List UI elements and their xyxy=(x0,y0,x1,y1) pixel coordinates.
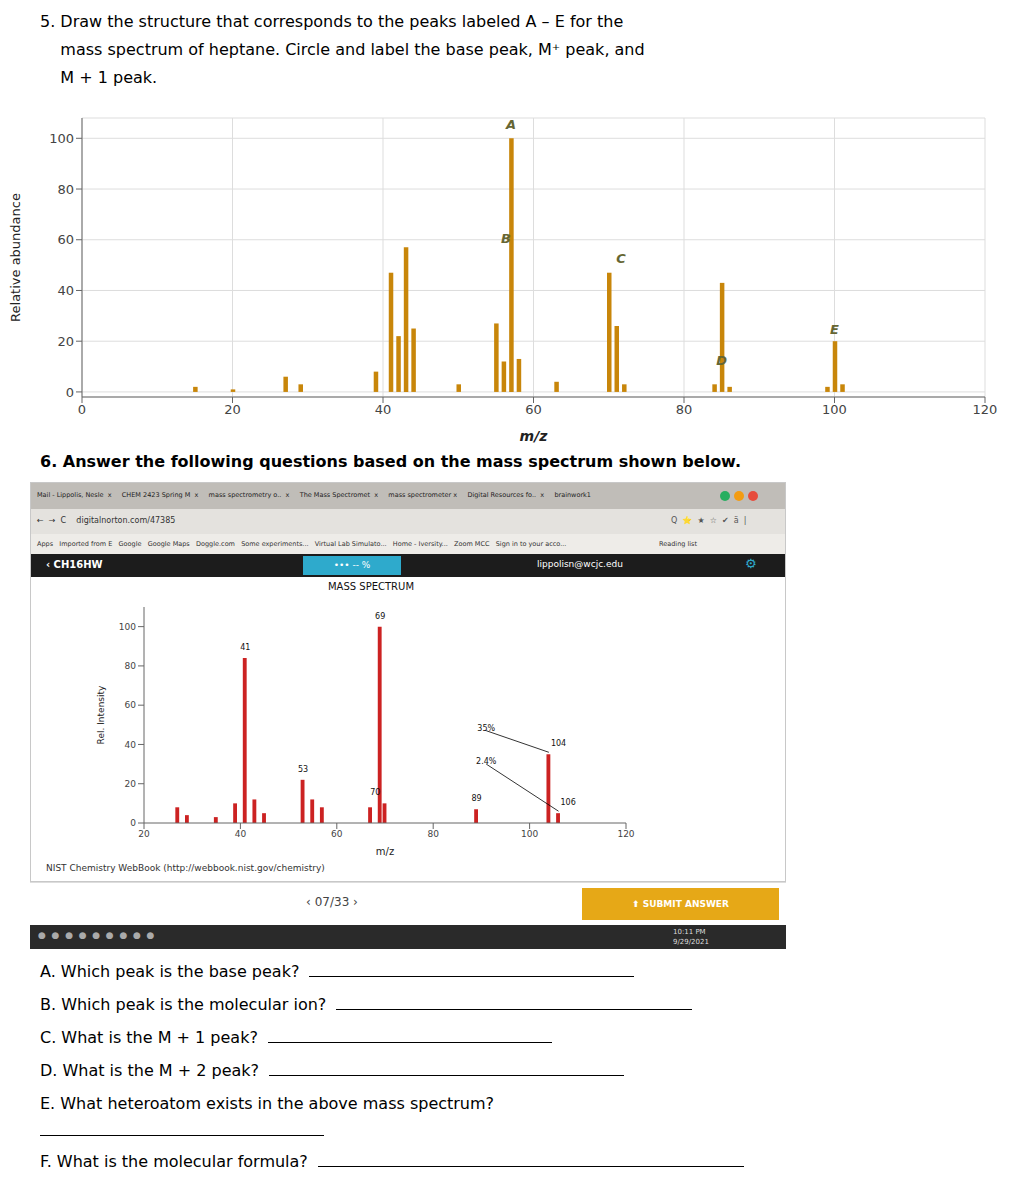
svg-text:60: 60 xyxy=(57,232,74,247)
svg-text:m/z: m/z xyxy=(520,428,549,444)
svg-text:41: 41 xyxy=(240,643,250,652)
svg-text:80: 80 xyxy=(57,182,74,197)
svg-text:104: 104 xyxy=(551,739,566,748)
svg-text:m/z: m/z xyxy=(376,846,394,857)
svg-text:Rel. Intensity: Rel. Intensity xyxy=(96,685,106,744)
html-text:Q ⭐ ★ ☆ ✔ ä |: Q ⭐ ★ ☆ ✔ ä | xyxy=(671,516,747,525)
svg-text:60: 60 xyxy=(525,402,542,417)
html-text:6. Answer the following questi: 6. Answer the following questions based … xyxy=(40,452,741,471)
html-text:E. What heteroatom exists in t: E. What heteroatom exists in the above m… xyxy=(40,1094,495,1113)
svg-text:80: 80 xyxy=(676,402,693,417)
svg-text:40: 40 xyxy=(375,402,392,417)
html-text:MASS SPECTRUM: MASS SPECTRUM xyxy=(328,581,414,592)
svg-text:80: 80 xyxy=(427,829,439,839)
svg-text:100: 100 xyxy=(521,829,538,839)
html-text:Mail - Lippolis, Nesle x CHEM: Mail - Lippolis, Nesle x CHEM 2423 Sprin… xyxy=(37,491,591,499)
svg-text:0: 0 xyxy=(66,385,74,400)
html-text:F. What is the molecular formu: F. What is the molecular formula? xyxy=(40,1152,308,1171)
svg-text:70: 70 xyxy=(370,788,380,797)
svg-text:Relative abundance: Relative abundance xyxy=(8,193,23,322)
svg-text:A: A xyxy=(505,117,516,132)
svg-text:100: 100 xyxy=(822,402,847,417)
svg-text:20: 20 xyxy=(138,829,150,839)
svg-text:60: 60 xyxy=(331,829,343,839)
html-text:10:11 PM: 10:11 PM xyxy=(673,928,706,936)
html-text:mass spectrum of heptane. Circ: mass spectrum of heptane. Circle and lab… xyxy=(40,40,645,59)
html-text:M + 1 peak.: M + 1 peak. xyxy=(40,68,158,87)
svg-text:20: 20 xyxy=(125,779,137,789)
html-text:← → C digitalnorton.com/47385: ← → C digitalnorton.com/47385 xyxy=(37,516,176,525)
svg-text:60: 60 xyxy=(125,700,137,710)
html-text:‹ 07/33 ›: ‹ 07/33 › xyxy=(306,895,358,909)
svg-text:C: C xyxy=(616,251,626,266)
svg-text:E: E xyxy=(830,322,839,337)
svg-text:D: D xyxy=(716,353,727,368)
html-text:C. What is the M + 1 peak?: C. What is the M + 1 peak? xyxy=(40,1028,258,1047)
svg-text:100: 100 xyxy=(49,131,74,146)
html-text:A. Which peak is the base peak: A. Which peak is the base peak? xyxy=(40,962,300,981)
html-text:D. What is the M + 2 peak?: D. What is the M + 2 peak? xyxy=(40,1061,259,1080)
html-text:Reading list: Reading list xyxy=(659,540,697,548)
svg-text:120: 120 xyxy=(973,402,998,417)
html-text:B. Which peak is the molecular: B. Which peak is the molecular ion? xyxy=(40,995,327,1014)
html-text:Apps Imported from E Google Go: Apps Imported from E Google Google Maps … xyxy=(37,540,567,548)
svg-text:0: 0 xyxy=(130,818,136,828)
html-text:‹ CH16HW: ‹ CH16HW xyxy=(46,559,103,570)
svg-text:0: 0 xyxy=(78,402,86,417)
svg-text:40: 40 xyxy=(125,740,137,750)
svg-text:106: 106 xyxy=(561,798,576,807)
svg-text:B: B xyxy=(501,231,511,246)
html-text:NIST Chemistry WebBook (http:/: NIST Chemistry WebBook (http://webbook.n… xyxy=(46,863,325,873)
html-text:lippolisn@wcjc.edu: lippolisn@wcjc.edu xyxy=(537,559,623,569)
svg-text:2.4%: 2.4% xyxy=(476,757,497,766)
html-text:5. Draw the structure that cor: 5. Draw the structure that corresponds t… xyxy=(40,12,624,31)
svg-text:20: 20 xyxy=(57,334,74,349)
svg-text:89: 89 xyxy=(471,794,481,803)
svg-text:40: 40 xyxy=(57,283,74,298)
html-text:9/29/2021: 9/29/2021 xyxy=(673,938,709,946)
svg-text:35%: 35% xyxy=(477,724,495,733)
svg-text:53: 53 xyxy=(298,765,308,774)
svg-text:40: 40 xyxy=(235,829,247,839)
svg-text:69: 69 xyxy=(375,612,385,621)
svg-text:80: 80 xyxy=(125,661,137,671)
svg-text:100: 100 xyxy=(119,622,136,632)
svg-text:20: 20 xyxy=(224,402,241,417)
html-text:⬆ SUBMIT ANSWER: ⬆ SUBMIT ANSWER xyxy=(632,899,729,909)
svg-text:120: 120 xyxy=(617,829,634,839)
